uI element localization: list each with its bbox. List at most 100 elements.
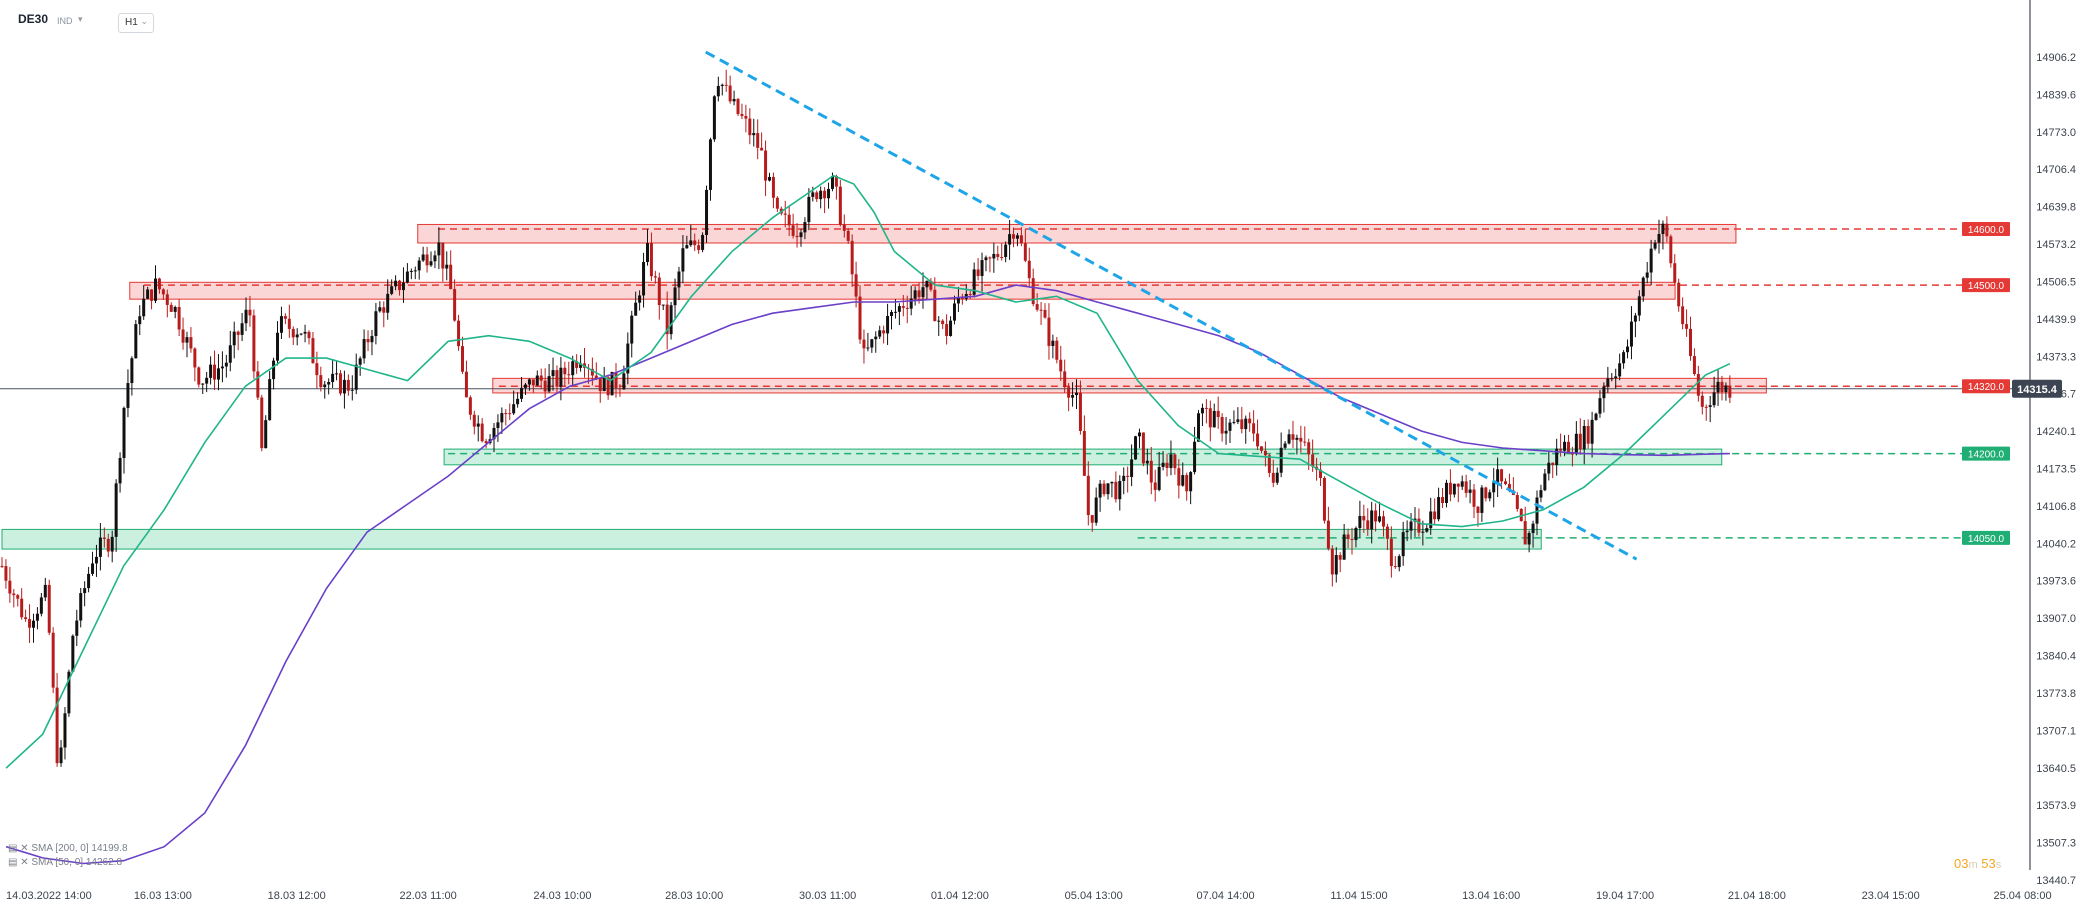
candle-body — [893, 311, 897, 313]
sma200-line[interactable] — [5, 284, 1730, 865]
candle-body — [1295, 437, 1299, 440]
candle-body — [1622, 352, 1626, 364]
candle-body — [1366, 520, 1370, 530]
eye-icon[interactable]: ▤ ✕ — [8, 843, 32, 854]
candle-body — [1094, 497, 1098, 523]
candle-body — [1165, 462, 1169, 468]
candle-body — [244, 309, 248, 324]
candle-body — [1504, 481, 1508, 485]
level-price-tags: 14600.0 14500.0 14320.0 14200.0 14050.0 — [1962, 221, 2010, 545]
legend-sma50[interactable]: ▤ ✕ SMA [50, 0] 14262.8 — [8, 857, 122, 868]
y-tick-label: 14773.0 — [2036, 127, 2076, 139]
candle-body — [559, 367, 563, 387]
candle-body — [705, 189, 709, 235]
candle-body — [460, 346, 464, 372]
x-tick-label: 13.04 16:00 — [1462, 890, 1520, 902]
candle-body — [173, 307, 177, 312]
downtrend-line[interactable] — [704, 50, 1638, 561]
candle-body — [153, 278, 157, 301]
candle-body — [31, 620, 35, 628]
candle-body — [1263, 450, 1267, 456]
y-tick-label: 13840.4 — [2036, 651, 2076, 663]
moving-averages — [5, 174, 1731, 865]
level-tag-14050.0[interactable]: 14050.0 — [1962, 530, 2010, 545]
zone-support-4[interactable] — [1, 528, 1542, 550]
candle-body — [590, 368, 594, 376]
candle-body — [1460, 481, 1464, 487]
candle-body — [1015, 235, 1019, 239]
candle-body — [531, 379, 535, 386]
candle-body — [771, 176, 775, 198]
trendline[interactable] — [704, 50, 1638, 561]
candle-body — [1641, 277, 1645, 297]
candle-body — [1267, 455, 1271, 473]
candle-body — [673, 287, 677, 306]
candle-body — [374, 311, 378, 337]
legend-sma200[interactable]: ▤ ✕ SMA [200, 0] 14199.8 — [8, 843, 128, 854]
candle-body — [960, 297, 964, 299]
timeframe-select[interactable]: H1 ⌄ — [118, 13, 154, 33]
candle-body — [968, 293, 972, 295]
candle-body — [1657, 234, 1661, 243]
candle-body — [1169, 454, 1173, 468]
candle-body — [1122, 475, 1126, 481]
candle-body — [1114, 481, 1118, 500]
candle-body — [1008, 234, 1012, 245]
candle-body — [1232, 421, 1236, 423]
candle-body — [311, 338, 315, 364]
candle-body — [118, 457, 122, 484]
candle-body — [1358, 516, 1362, 528]
candle-body — [1539, 490, 1543, 498]
candle-body — [441, 242, 445, 269]
candle-body — [929, 280, 933, 290]
candle-body — [83, 588, 87, 594]
candle-body — [228, 345, 232, 363]
sma50-line[interactable] — [5, 174, 1731, 769]
level-tag-14600.0[interactable]: 14600.0 — [1962, 221, 2010, 236]
candle-body — [1464, 481, 1468, 493]
candle-body — [114, 483, 118, 537]
candle-body — [520, 387, 524, 399]
candle-body — [16, 595, 20, 599]
symbol-label[interactable]: DE30 — [18, 12, 49, 26]
candle-body — [767, 176, 771, 181]
candle-body — [1500, 469, 1504, 482]
candle-body — [1515, 495, 1519, 509]
candle-body — [1098, 483, 1102, 498]
candle-body — [1082, 430, 1086, 476]
candle-body — [1704, 406, 1708, 408]
candle-body — [1456, 483, 1460, 487]
candle-body — [1126, 475, 1130, 477]
candle-body — [453, 289, 457, 321]
candle-body — [512, 404, 516, 414]
candle-body — [984, 257, 988, 261]
y-tick-label: 14173.5 — [2036, 463, 2076, 475]
candle-body — [252, 315, 256, 372]
current-price-value: 14315.4 — [2017, 384, 2058, 396]
candle-body — [4, 566, 8, 581]
chevron-down-icon[interactable]: ▾ — [78, 14, 83, 24]
zone-resistance-0[interactable] — [417, 223, 1737, 244]
candle-body — [1090, 515, 1094, 523]
level-tag-14500.0[interactable]: 14500.0 — [1962, 278, 2010, 293]
candle-body — [1228, 422, 1232, 431]
candle-body — [1728, 385, 1732, 398]
candle-body — [862, 339, 866, 349]
candle-body — [1637, 296, 1641, 316]
candle-body — [642, 262, 646, 296]
candle-body — [917, 290, 921, 298]
candle-body — [232, 331, 236, 346]
eye-icon[interactable]: ▤ ✕ — [8, 857, 32, 868]
candle-body — [1141, 432, 1145, 464]
candle-body — [1433, 511, 1437, 520]
level-tag-14200.0[interactable]: 14200.0 — [1962, 446, 2010, 461]
candle-body — [563, 367, 567, 375]
candle-body — [12, 593, 16, 596]
zone-resistance-1[interactable] — [129, 281, 1676, 300]
candle-body — [1189, 472, 1193, 492]
candle-body — [1204, 407, 1208, 409]
level-tag-14320.0[interactable]: 14320.0 — [1962, 379, 2010, 394]
candle-body — [523, 384, 527, 388]
candle-body — [1626, 346, 1630, 353]
